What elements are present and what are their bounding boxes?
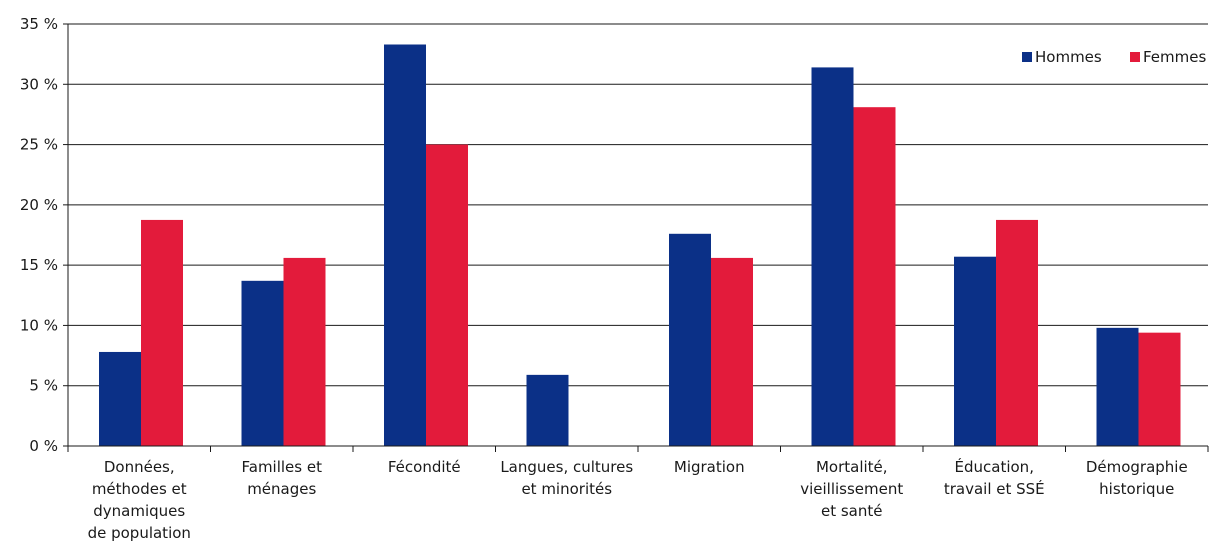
bar-femmes [996, 219, 1038, 446]
y-tick-label: 25 % [20, 136, 58, 154]
x-tick-label: Mortalité, vieillissement et santé [800, 458, 903, 520]
y-tick-label: 30 % [20, 75, 58, 93]
y-tick-label: 15 % [20, 256, 58, 274]
bar-femmes [853, 107, 896, 447]
x-tick-label: Langues, cultures et minorités [500, 458, 633, 498]
x-tick-label: Démographie historique [1086, 458, 1188, 498]
bar-hommes [99, 351, 141, 446]
bar-hommes [954, 256, 996, 446]
bars [99, 44, 1181, 447]
bar-hommes [526, 374, 569, 446]
bar-hommes [669, 233, 711, 446]
bar-hommes [811, 67, 854, 447]
bar-femmes [426, 144, 468, 447]
y-tick-label: 20 % [20, 196, 58, 214]
legend-swatch-hommes [1022, 52, 1032, 62]
bar-hommes [384, 44, 426, 447]
axes [67, 24, 1209, 452]
x-tick-label: Fécondité [388, 458, 461, 476]
legend-label-femmes: Femmes [1143, 48, 1206, 66]
legend: Hommes Femmes [1022, 48, 1206, 66]
y-axis-ticks: 0 % 5 % 10 % 15 % 20 % 25 % 30 % 35 % [20, 15, 68, 455]
x-tick-label: Données, méthodes et dynamiques de populati… [88, 458, 191, 542]
legend-label-hommes: Hommes [1035, 48, 1102, 66]
x-tick-label: Éducation, travail et SSÉ [944, 457, 1045, 498]
bar-hommes [241, 280, 284, 446]
bar-femmes [141, 219, 183, 446]
bar-femmes [283, 257, 326, 446]
x-axis-labels: Données, méthodes et dynamiques de populati… [88, 457, 1188, 542]
x-tick-label: Familles et ménages [242, 458, 323, 498]
y-tick-label: 10 % [20, 316, 58, 334]
y-tick-label: 5 % [29, 377, 58, 395]
bar-femmes [711, 257, 753, 446]
legend-swatch-femmes [1130, 52, 1140, 62]
x-tick-label: Migration [674, 458, 745, 476]
bar-hommes [1096, 327, 1139, 446]
y-tick-label: 35 % [20, 15, 58, 33]
y-tick-label: 0 % [29, 437, 58, 455]
bar-femmes [1138, 332, 1181, 446]
